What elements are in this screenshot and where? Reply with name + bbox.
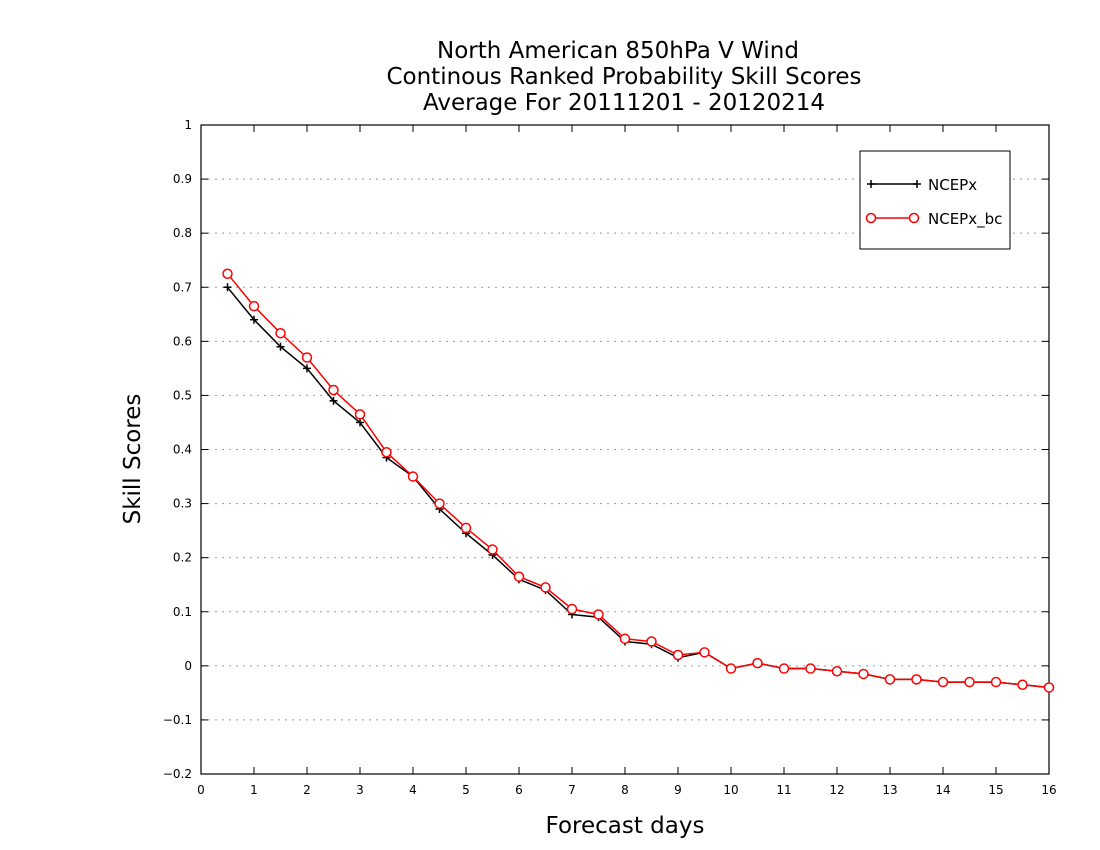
x-tick-label: 1 <box>250 783 258 797</box>
data-point <box>725 663 737 674</box>
legend-label-ncepx-bc: NCEPx_bc <box>928 210 1002 229</box>
data-point <box>831 665 843 677</box>
data-point <box>619 633 631 645</box>
data-point <box>540 582 551 593</box>
y-tick-label: 1 <box>184 118 192 132</box>
title-line-1: North American 850hPa V Wind <box>437 38 799 64</box>
data-point <box>911 674 922 685</box>
gridlines <box>201 178 1049 721</box>
data-point <box>434 498 445 509</box>
x-tick-label: 6 <box>515 783 523 797</box>
x-tick-label: 3 <box>356 783 364 797</box>
data-point <box>356 418 364 427</box>
data-point <box>223 283 232 292</box>
x-tick-label: 0 <box>197 783 205 797</box>
data-point <box>805 663 816 674</box>
y-tick-label: 0.8 <box>173 226 192 240</box>
y-tick-label: 0.6 <box>173 334 192 348</box>
legend-marker-ncepx <box>867 180 921 188</box>
y-tick-label: 0.7 <box>173 280 192 294</box>
data-point <box>884 674 896 685</box>
y-tick-label: 0.3 <box>173 497 192 511</box>
data-point <box>407 471 419 482</box>
data-point <box>354 409 366 420</box>
data-point <box>858 668 869 680</box>
data-point <box>513 571 525 582</box>
x-axis-ticks: 0 1 2 3 4 5 6 7 8 9 10 11 12 13 14 15 16 <box>197 125 1057 797</box>
y-tick-label: 0.1 <box>173 605 192 619</box>
series-ncepx <box>223 283 1053 692</box>
x-tick-label: 10 <box>723 783 738 797</box>
y-tick-label: 0.5 <box>173 388 192 402</box>
data-point <box>460 522 472 534</box>
data-point <box>248 300 260 312</box>
legend-marker-ncepx-bc-right <box>908 212 920 224</box>
data-point <box>275 327 286 339</box>
x-tick-label: 11 <box>776 783 791 797</box>
data-point <box>222 268 233 279</box>
title-line-3: Average For 20111201 - 20120214 <box>423 90 825 116</box>
data-point <box>964 676 975 688</box>
title-line-2: Continous Ranked Probability Skill Score… <box>386 64 861 90</box>
legend-box <box>859 150 1011 250</box>
series-line <box>226 273 1050 689</box>
x-tick-label: 8 <box>621 783 629 797</box>
data-point <box>672 649 684 661</box>
x-tick-label: 7 <box>568 783 576 797</box>
data-point <box>752 657 763 669</box>
y-axis-label: Skill Scores <box>120 394 146 525</box>
data-point <box>329 396 338 405</box>
data-point <box>381 446 392 458</box>
data-point <box>303 364 311 373</box>
data-point <box>699 647 710 658</box>
data-point <box>646 636 657 647</box>
data-point <box>487 544 498 555</box>
chart-title: North American 850hPa V Wind Continous R… <box>386 38 861 116</box>
y-tick-label: 0.2 <box>173 551 192 565</box>
x-tick-label: 13 <box>882 783 897 797</box>
x-tick-label: 16 <box>1041 783 1056 797</box>
legend-marker-ncepx-bc-left <box>865 212 877 224</box>
legend-label-ncepx: NCEPx <box>928 176 977 194</box>
y-tick-label: 0 <box>184 659 192 673</box>
x-tick-label: 4 <box>409 783 417 797</box>
x-axis-label: Forecast days <box>546 813 705 839</box>
legend: NCEPx NCEPx_bc <box>859 150 1011 250</box>
y-tick-label: −0.1 <box>163 713 192 727</box>
y-tick-label: −0.2 <box>163 767 192 781</box>
x-tick-label: 9 <box>674 783 682 797</box>
data-point <box>301 352 313 363</box>
data-point <box>778 663 790 674</box>
x-tick-label: 14 <box>935 783 950 797</box>
x-tick-label: 15 <box>988 783 1003 797</box>
x-tick-label: 12 <box>829 783 844 797</box>
data-point <box>990 676 1002 688</box>
x-tick-label: 2 <box>303 783 311 797</box>
data-point <box>937 676 949 688</box>
series-ncepx-bc <box>222 268 1055 693</box>
data-point <box>276 342 285 351</box>
data-point <box>593 609 604 620</box>
data-point <box>250 315 258 324</box>
data-point <box>1043 682 1055 693</box>
y-axis-ticks: −0.2 −0.1 0 0.1 0.2 0.3 0.4 0.5 0.6 0.7 0.8 0.9 1 <box>163 118 1049 781</box>
y-tick-label: 0.9 <box>173 172 192 186</box>
y-tick-label: 0.4 <box>173 443 192 457</box>
series-line <box>226 286 1050 689</box>
series-layer <box>222 268 1055 693</box>
data-point <box>1017 679 1028 691</box>
data-point <box>566 603 578 615</box>
x-tick-label: 5 <box>462 783 470 797</box>
data-point <box>328 384 339 396</box>
